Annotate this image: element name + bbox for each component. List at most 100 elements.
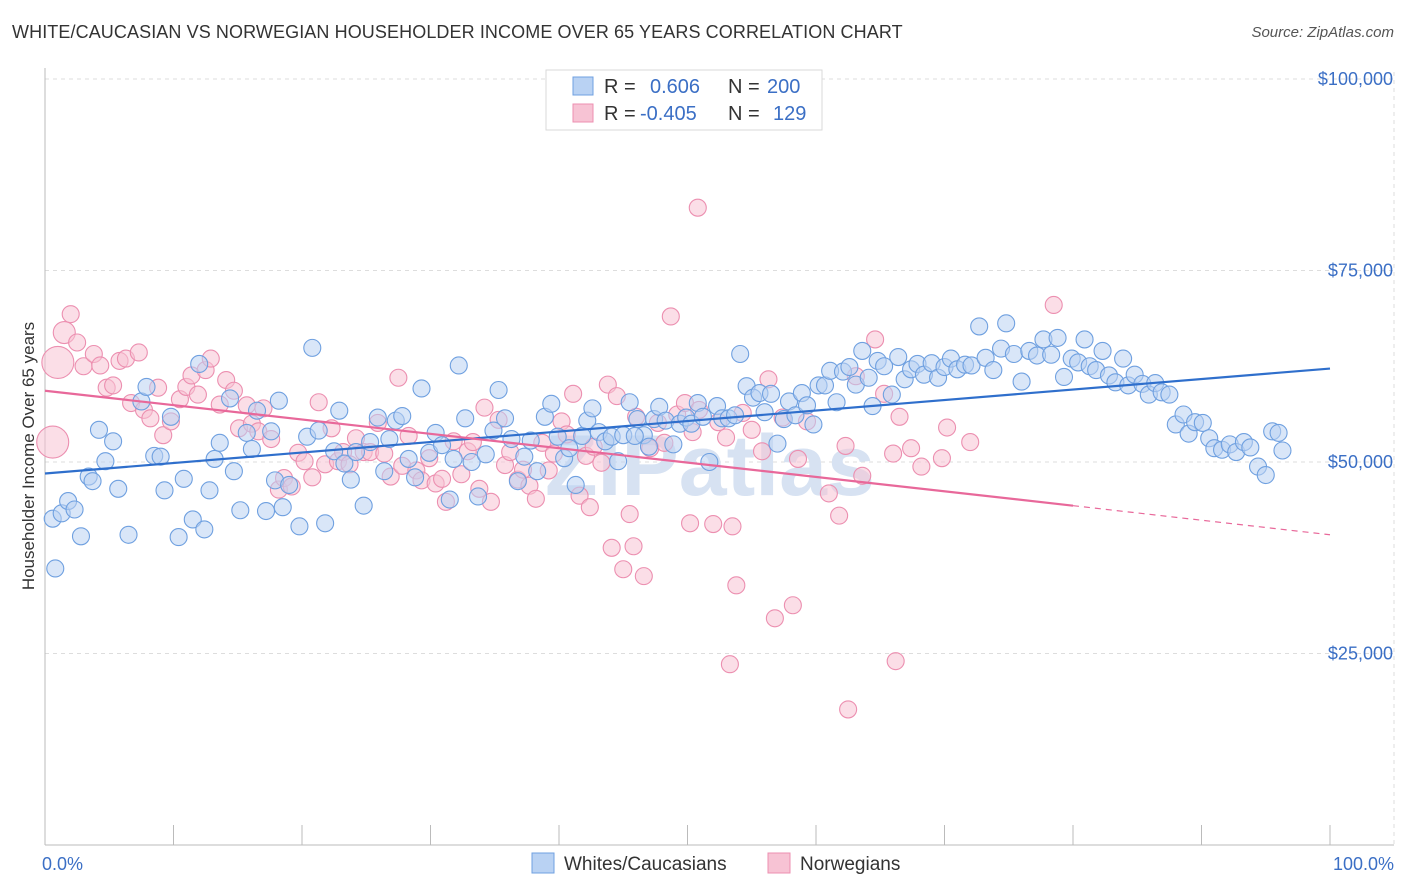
whites-point-66 bbox=[462, 452, 481, 472]
y-tick-labels: $25,000 $50,000 $75,000 $100,000 bbox=[1318, 69, 1393, 664]
norwegians-point-124 bbox=[902, 439, 921, 458]
whites-point-134 bbox=[882, 385, 901, 404]
norwegians-point-52 bbox=[389, 368, 408, 387]
whites-point-151 bbox=[997, 314, 1016, 333]
whites-point-157 bbox=[1042, 345, 1061, 364]
whites-point-22 bbox=[190, 354, 209, 374]
whites-point-73 bbox=[508, 472, 527, 491]
whites-point-56 bbox=[399, 449, 418, 468]
whites-point-5 bbox=[71, 527, 91, 546]
norwegians-point-122 bbox=[884, 444, 903, 463]
whites-point-18 bbox=[161, 407, 180, 426]
whites-point-103 bbox=[693, 407, 712, 426]
whites-point-1 bbox=[46, 559, 65, 578]
whites-point-14 bbox=[137, 377, 156, 396]
trend-lines bbox=[44, 367, 1331, 536]
whites-point-63 bbox=[444, 449, 463, 468]
norwegians-point-15 bbox=[141, 409, 160, 428]
x-tick-label-min: 0.0% bbox=[42, 854, 83, 874]
norwegians-point-108 bbox=[752, 442, 772, 461]
whites-point-98 bbox=[664, 435, 683, 454]
norwegians-point-107 bbox=[742, 420, 761, 439]
whites-point-82 bbox=[566, 475, 585, 495]
y-tick-label-100000: $100,000 bbox=[1318, 69, 1393, 89]
norwegians-point-120 bbox=[866, 330, 885, 349]
whites-point-191 bbox=[1269, 423, 1288, 442]
whites-point-71 bbox=[495, 409, 515, 428]
whites-point-68 bbox=[476, 445, 495, 464]
bottom-legend-label-whites: Whites/Caucasians bbox=[564, 854, 727, 875]
whites-point-51 bbox=[368, 408, 387, 427]
norwegians-point-62 bbox=[452, 465, 471, 484]
whites-point-11 bbox=[109, 479, 128, 498]
whites-point-91 bbox=[620, 393, 639, 412]
whites-point-33 bbox=[256, 501, 276, 521]
whites-point-187 bbox=[1241, 438, 1260, 457]
whites-point-43 bbox=[316, 514, 335, 533]
whites-point-85 bbox=[583, 399, 602, 418]
y-tick-label-25000: $25,000 bbox=[1328, 644, 1393, 664]
whites-point-149 bbox=[984, 361, 1003, 380]
norwegians-trend-extension bbox=[1072, 505, 1331, 536]
whites-point-41 bbox=[303, 338, 322, 357]
norwegians-point-130 bbox=[681, 514, 700, 533]
norwegians-point-105 bbox=[727, 576, 746, 595]
norwegians-point-4 bbox=[68, 333, 87, 352]
whites-point-37 bbox=[273, 498, 292, 517]
whites-point-21 bbox=[183, 510, 202, 529]
legend-r-value-norwegians: -0.405 bbox=[640, 103, 697, 125]
whites-point-7 bbox=[83, 472, 102, 491]
bottom-legend-swatch-whites bbox=[531, 852, 555, 874]
legend-n-value-norwegians: 129 bbox=[773, 103, 806, 125]
whites-point-158 bbox=[1048, 328, 1067, 347]
legend-swatch-whites bbox=[572, 76, 594, 96]
norwegians-point-90 bbox=[620, 505, 639, 524]
whites-point-159 bbox=[1054, 367, 1074, 387]
bottom-legend-swatch-norwegians bbox=[767, 852, 791, 874]
whites-point-180 bbox=[1193, 413, 1212, 432]
whites-point-127 bbox=[840, 357, 859, 377]
norwegians-point-131 bbox=[624, 537, 643, 556]
norwegians-point-123 bbox=[890, 407, 909, 426]
whites-point-108 bbox=[725, 406, 745, 425]
whites-point-28 bbox=[224, 462, 243, 481]
whites-point-114 bbox=[761, 384, 781, 403]
whites-point-36 bbox=[269, 391, 288, 410]
y-axis-title: Householder Income Over 65 years bbox=[19, 322, 38, 590]
norwegians-point-89 bbox=[614, 560, 633, 579]
whites-point-27 bbox=[220, 389, 240, 408]
whites-point-69 bbox=[484, 421, 503, 440]
norwegians-point-134 bbox=[839, 700, 858, 719]
norwegians-point-116 bbox=[830, 506, 849, 525]
bottom-legend: Whites/Caucasians Norwegians bbox=[531, 852, 900, 875]
whites-trend-line bbox=[44, 367, 1331, 475]
y-tick-label-75000: $75,000 bbox=[1328, 261, 1393, 281]
y-tick-label-50000: $50,000 bbox=[1328, 452, 1393, 472]
legend-swatch-norwegians bbox=[572, 103, 594, 123]
whites-point-129 bbox=[853, 341, 872, 360]
norwegians-point-38 bbox=[295, 452, 314, 471]
norwegians-point-104 bbox=[723, 517, 742, 536]
whites-point-135 bbox=[889, 348, 908, 367]
whites-point-38 bbox=[280, 475, 299, 495]
whites-point-61 bbox=[433, 436, 452, 455]
whites-point-12 bbox=[119, 525, 138, 544]
whites-point-47 bbox=[341, 470, 360, 489]
whites-point-125 bbox=[827, 393, 846, 412]
whites-point-94 bbox=[639, 437, 659, 456]
norwegians-point-3 bbox=[61, 305, 80, 324]
whites-point-34 bbox=[262, 422, 281, 441]
norwegians-point-22 bbox=[188, 385, 207, 404]
whites-point-147 bbox=[970, 317, 989, 336]
norwegians-point-40 bbox=[309, 393, 328, 412]
whites-point-133 bbox=[875, 357, 894, 376]
norwegians-point-92 bbox=[634, 567, 653, 586]
norwegians-point-113 bbox=[788, 449, 808, 468]
whites-point-9 bbox=[96, 452, 115, 471]
norwegians-point-7 bbox=[91, 356, 110, 375]
norwegians-point-112 bbox=[783, 596, 802, 615]
whites-point-189 bbox=[1256, 465, 1275, 485]
whites-point-153 bbox=[1012, 372, 1031, 391]
norwegians-trend-line bbox=[44, 389, 1074, 507]
